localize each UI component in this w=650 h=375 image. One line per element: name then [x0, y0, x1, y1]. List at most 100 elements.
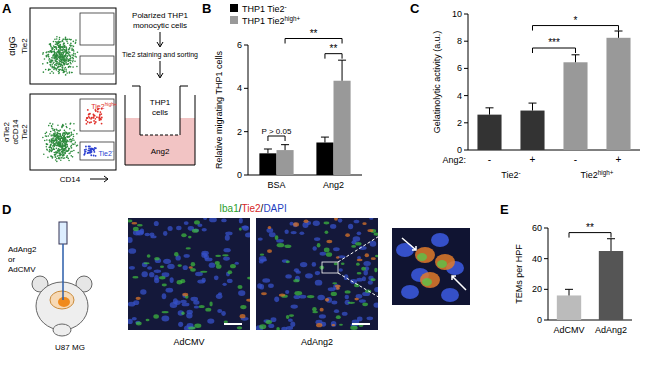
nucleus	[300, 262, 307, 267]
nucleus	[315, 271, 320, 275]
gate-label: Tie2high+	[91, 102, 117, 110]
event-dot	[51, 61, 53, 63]
y-tick	[244, 45, 248, 46]
iba1-signal	[239, 227, 242, 230]
nucleus	[129, 266, 135, 270]
label: AdCMV	[173, 337, 204, 347]
iba1-signal	[356, 263, 360, 266]
event-dot	[59, 153, 61, 155]
event-dot	[69, 123, 71, 125]
iba1-signal	[357, 272, 362, 274]
zoom-box	[322, 262, 338, 273]
event-dot	[83, 154, 85, 156]
iba1-signal	[351, 245, 356, 248]
event-dot	[53, 142, 55, 144]
y-tick-label: 40	[532, 254, 542, 264]
syringe	[59, 222, 67, 244]
event-dot	[56, 139, 58, 141]
flow-frame	[30, 8, 116, 84]
event-dot	[95, 121, 97, 123]
event-dot	[63, 57, 65, 59]
tie2-signal	[136, 297, 141, 300]
event-dot	[60, 133, 62, 135]
event-dot	[56, 44, 58, 46]
iba1-signal	[293, 279, 299, 282]
y-axis	[548, 228, 549, 320]
iba1-signal	[260, 253, 264, 255]
micrograph	[128, 218, 250, 330]
tie2-signal	[326, 240, 332, 243]
nucleus	[339, 268, 343, 272]
nucleus	[342, 312, 348, 316]
inset	[392, 228, 470, 305]
event-dot	[59, 57, 61, 59]
tie2-signal	[336, 256, 339, 258]
event-dot	[64, 59, 66, 61]
event-dot	[52, 128, 54, 130]
event-dot	[93, 155, 95, 157]
event-dot	[50, 131, 52, 133]
panel-label: B	[202, 1, 211, 16]
event-dot	[48, 54, 50, 56]
event-dot	[70, 58, 72, 60]
event-dot	[60, 138, 62, 140]
event-dot	[69, 44, 71, 46]
event-dot	[59, 140, 61, 142]
event-dot	[58, 40, 60, 42]
nucleus	[141, 271, 147, 277]
event-dot	[56, 53, 58, 55]
tie2-signal	[268, 226, 272, 229]
event-dot	[72, 66, 74, 68]
event-dot	[56, 161, 58, 163]
event-dot	[70, 39, 72, 41]
y-tick-label: 4	[457, 91, 462, 101]
event-dot	[65, 150, 67, 152]
nucleus	[268, 284, 274, 288]
nucleus	[274, 297, 279, 303]
event-dot	[88, 114, 90, 116]
event-dot	[56, 47, 58, 49]
event-dot	[63, 150, 65, 152]
event-dot	[50, 144, 52, 146]
event-dot	[69, 128, 71, 130]
event-dot	[63, 63, 65, 65]
event-dot	[60, 138, 62, 140]
text-span: Tie2	[99, 150, 112, 157]
bracket	[569, 233, 611, 238]
nucleus	[154, 221, 159, 226]
event-dot	[59, 37, 61, 39]
event-dot	[93, 116, 95, 118]
nucleus	[331, 301, 337, 305]
event-dot	[69, 47, 71, 49]
event-dot	[56, 152, 58, 154]
nucleus	[238, 290, 245, 296]
iba1-signal	[334, 262, 338, 265]
event-dot	[54, 154, 56, 156]
nucleus	[149, 272, 154, 277]
event-dot	[60, 66, 62, 68]
event-dot	[46, 144, 48, 146]
event-dot	[53, 152, 55, 154]
plot-area	[259, 60, 350, 175]
event-dot	[54, 59, 56, 61]
event-dot	[57, 150, 59, 152]
event-dot	[53, 146, 55, 148]
error-bar	[338, 60, 346, 81]
label: Tie2	[20, 124, 29, 140]
event-dot	[57, 71, 59, 73]
event-dot	[60, 144, 62, 146]
event-dot	[68, 150, 70, 152]
iba1-signal	[205, 308, 211, 312]
y-tick-label: 2	[237, 127, 242, 137]
bar	[563, 62, 587, 150]
event-dot	[62, 40, 64, 42]
iba1-signal	[325, 230, 329, 234]
event-dot	[89, 146, 91, 148]
event-dot	[59, 69, 61, 71]
nucleus	[132, 317, 137, 321]
event-dot	[63, 56, 65, 58]
event-dot	[61, 70, 63, 72]
error-bar	[281, 145, 289, 150]
event-dot	[53, 41, 55, 43]
micrograph-bg	[128, 218, 250, 330]
